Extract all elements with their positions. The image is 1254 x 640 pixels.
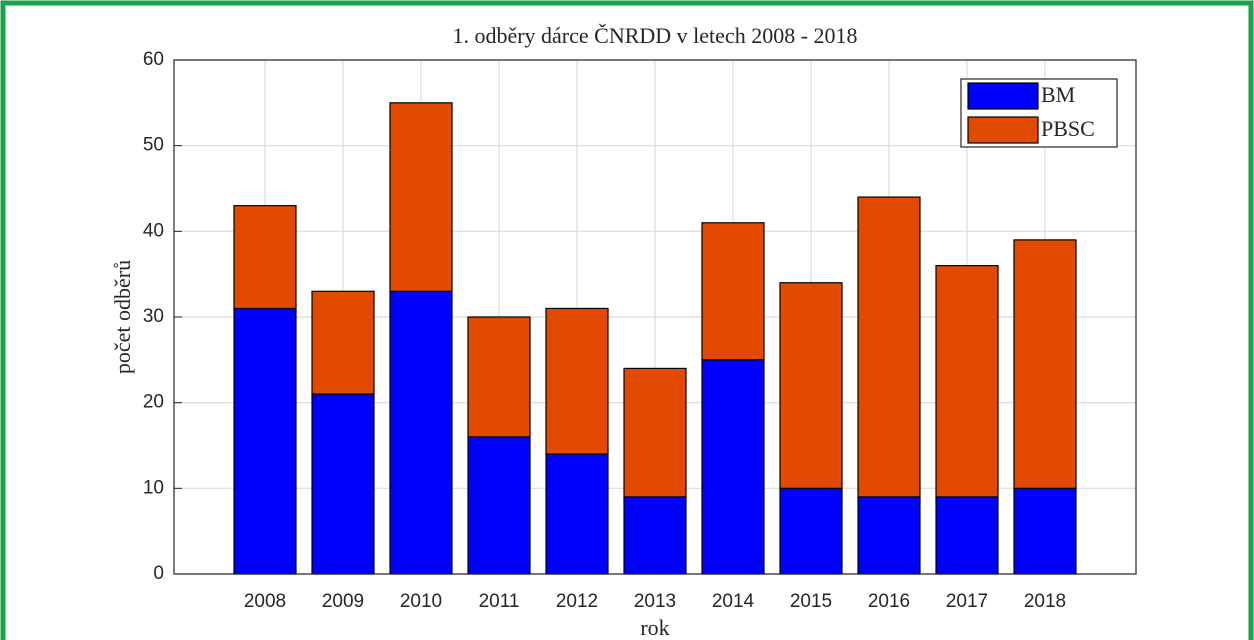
x-tick-label: 2016 (868, 591, 910, 612)
bar-segment (857, 196, 921, 498)
bar-segment (311, 290, 375, 395)
x-axis-label: rok (640, 615, 669, 640)
x-tick-label: 2013 (634, 591, 676, 612)
x-tick-label: 2011 (479, 591, 520, 612)
x-tick-label: 2018 (1024, 591, 1066, 612)
x-tick-label: 2009 (322, 591, 364, 612)
y-tick-label: 40 (143, 220, 164, 241)
y-axis-label: počet odběrů (110, 260, 135, 374)
bar-segment (623, 496, 687, 575)
bar-segment (389, 290, 453, 575)
plot-frame (173, 59, 1137, 575)
bar-segment (233, 307, 297, 575)
bar-segment (779, 282, 843, 489)
y-tick-label: 60 (143, 49, 164, 70)
legend-label: BM (1041, 82, 1075, 107)
chart-title: 1. odběry dárce ČNRDD v letech 2008 - 20… (452, 23, 857, 48)
y-tick-label: 20 (143, 392, 164, 413)
bar-segment (545, 307, 609, 455)
x-tick-label: 2008 (244, 591, 286, 612)
bar-segment (467, 316, 531, 438)
y-tick-label: 10 (143, 477, 164, 498)
bar-segment (935, 265, 999, 498)
y-tick-label: 30 (143, 306, 164, 327)
x-tick-label: 2015 (790, 591, 832, 612)
bar-segment (1013, 239, 1077, 489)
bar-segment (623, 367, 687, 498)
legend-label: PBSC (1041, 116, 1095, 141)
bar-segment (1013, 487, 1077, 575)
x-tick-label: 2014 (712, 591, 755, 612)
bar-segment (467, 436, 531, 575)
bar-segment (857, 496, 921, 575)
y-tick-label: 0 (153, 563, 164, 584)
bar-segment (935, 496, 999, 575)
legend: BM PBSC (960, 78, 1118, 148)
bar-segment (701, 359, 765, 575)
bar-segment (389, 102, 453, 292)
bar-segment (779, 487, 843, 575)
bar-segment (233, 205, 297, 310)
x-tick-label: 2012 (556, 591, 598, 612)
legend-swatch (967, 82, 1039, 110)
bar-segment (311, 393, 375, 575)
y-tick-label: 50 (143, 135, 164, 156)
bar-segment (545, 453, 609, 575)
x-tick-label: 2017 (946, 591, 988, 612)
x-tick-label: 2010 (400, 591, 442, 612)
bars (233, 102, 1077, 575)
legend-swatch (967, 116, 1039, 144)
bar-segment (701, 222, 765, 361)
